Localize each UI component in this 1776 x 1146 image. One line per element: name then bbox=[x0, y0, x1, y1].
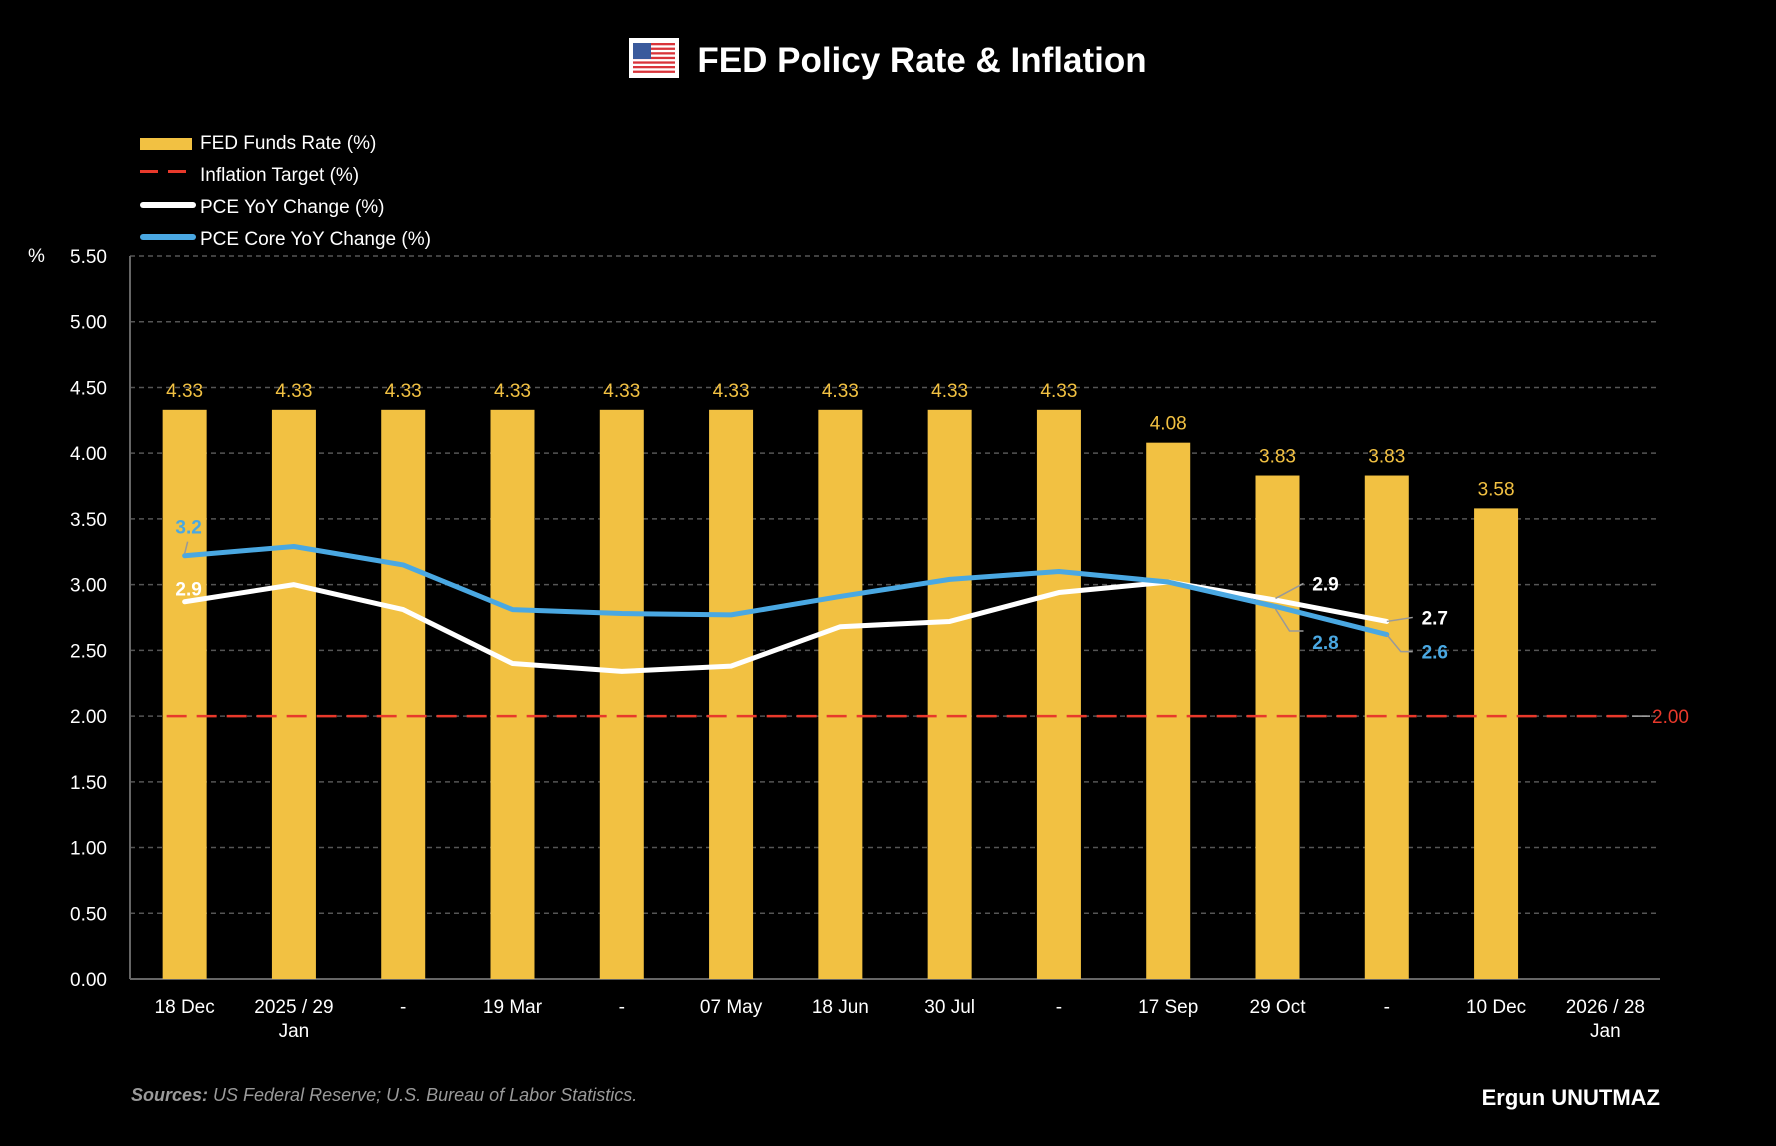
x-tick-label: 18 Dec bbox=[155, 997, 215, 1018]
bar-value-label: 3.83 bbox=[1259, 447, 1296, 468]
y-tick-label: 5.50 bbox=[70, 247, 107, 268]
y-tick-label: 0.00 bbox=[70, 970, 107, 991]
x-tick-label: 17 Sep bbox=[1138, 997, 1198, 1018]
legend-swatch-dashed-line bbox=[140, 170, 196, 182]
x-tick-label: 18 Jun bbox=[812, 997, 869, 1018]
bar-fed-funds-rate bbox=[709, 409, 754, 979]
y-tick-label: 4.00 bbox=[70, 444, 107, 465]
x-tick-label: - bbox=[619, 997, 625, 1018]
bar-value-label: 3.58 bbox=[1478, 479, 1515, 500]
y-tick-label: 2.50 bbox=[70, 641, 107, 662]
legend-label: Inflation Target (%) bbox=[200, 165, 360, 186]
x-tick-label: Jan bbox=[279, 1021, 310, 1042]
bar-value-label: 4.08 bbox=[1150, 414, 1187, 435]
x-tick-label: 19 Mar bbox=[483, 997, 543, 1018]
data-annotation: 2.9 bbox=[1312, 574, 1338, 595]
pce-core-line bbox=[182, 544, 1390, 638]
x-tick-label: - bbox=[1056, 997, 1062, 1018]
bar-fed-funds-rate bbox=[1364, 475, 1409, 979]
sources-note: Sources: US Federal Reserve; U.S. Bureau… bbox=[131, 1085, 637, 1106]
sources-label: Sources: bbox=[131, 1085, 209, 1105]
x-tick-label: - bbox=[1384, 997, 1390, 1018]
annotation-leader bbox=[183, 541, 189, 554]
bar-fed-funds-rate bbox=[271, 409, 316, 979]
bar-value-label: 4.33 bbox=[931, 381, 968, 402]
x-tick-label: 10 Dec bbox=[1466, 997, 1526, 1018]
bar-value-label: 4.33 bbox=[166, 381, 203, 402]
data-annotation: 3.2 bbox=[175, 518, 201, 539]
y-tick-label: 5.00 bbox=[70, 313, 107, 334]
bar-fed-funds-rate bbox=[1255, 475, 1300, 979]
x-tick-label: 29 Oct bbox=[1250, 997, 1307, 1018]
bar-value-label: 4.33 bbox=[385, 381, 422, 402]
x-tick-label: 2025 / 29 bbox=[254, 997, 333, 1018]
y-tick-label: 0.50 bbox=[70, 904, 107, 925]
bar-value-label: 3.83 bbox=[1368, 447, 1405, 468]
annotation-leader bbox=[1275, 582, 1304, 600]
legend-item-pce: PCE YoY Change (%) bbox=[140, 192, 431, 224]
legend-label: PCE YoY Change (%) bbox=[200, 197, 385, 218]
y-axis-unit-label: % bbox=[28, 246, 45, 267]
legend-item-pce-core: PCE Core YoY Change (%) bbox=[140, 224, 431, 256]
bar-value-label: 4.33 bbox=[603, 381, 640, 402]
data-annotation: 2.8 bbox=[1312, 633, 1338, 654]
data-annotation: 2.6 bbox=[1422, 643, 1448, 664]
x-tick-label: 30 Jul bbox=[924, 997, 975, 1018]
pce-line bbox=[182, 579, 1390, 674]
bar-value-label: 4.33 bbox=[494, 381, 531, 402]
y-tick-label: 1.50 bbox=[70, 773, 107, 794]
legend-item-fed-funds-rate: FED Funds Rate (%) bbox=[140, 128, 431, 160]
bar-fed-funds-rate bbox=[927, 409, 972, 979]
bar-fed-funds-rate bbox=[381, 409, 426, 979]
y-tick-label: 3.50 bbox=[70, 510, 107, 531]
bar-fed-funds-rate bbox=[1036, 409, 1081, 979]
annotation-leader bbox=[1386, 616, 1413, 623]
us-flag-icon bbox=[629, 38, 680, 87]
bar-fed-funds-rate bbox=[599, 409, 644, 979]
legend-swatch-blue-line bbox=[140, 234, 196, 246]
bar-fed-funds-rate bbox=[162, 409, 207, 979]
legend-swatch-white-line bbox=[140, 202, 196, 214]
data-annotation: 2.7 bbox=[1422, 608, 1448, 629]
y-tick-label: 1.00 bbox=[70, 839, 107, 860]
x-tick-label: - bbox=[400, 997, 406, 1018]
legend-swatch-bar bbox=[140, 138, 196, 150]
chart-title: FED Policy Rate & Inflation bbox=[0, 38, 1776, 87]
x-tick-label: 07 May bbox=[700, 997, 763, 1018]
bar-fed-funds-rate bbox=[1146, 442, 1191, 979]
x-tick-label: Jan bbox=[1590, 1021, 1621, 1042]
legend-item-inflation-target: Inflation Target (%) bbox=[140, 160, 431, 192]
legend-label: PCE Core YoY Change (%) bbox=[200, 229, 431, 250]
x-tick-label: 2026 / 28 bbox=[1566, 997, 1645, 1018]
data-annotation: 2.9 bbox=[175, 580, 201, 601]
annotation-leader bbox=[1386, 634, 1413, 653]
y-tick-label: 4.50 bbox=[70, 378, 107, 399]
annotation-leader bbox=[1274, 608, 1304, 632]
inflation-target-label: 2.00 bbox=[1652, 707, 1689, 728]
bar-value-label: 4.33 bbox=[713, 381, 750, 402]
bar-fed-funds-rate bbox=[818, 409, 863, 979]
author-credit: Ergun UNUTMAZ bbox=[1481, 1085, 1660, 1110]
chart-legend: FED Funds Rate (%) Inflation Target (%) … bbox=[140, 128, 431, 256]
legend-label: FED Funds Rate (%) bbox=[200, 133, 377, 154]
bar-value-label: 4.33 bbox=[275, 381, 312, 402]
bar-fed-funds-rate bbox=[490, 409, 535, 979]
sources-text: US Federal Reserve; U.S. Bureau of Labor… bbox=[208, 1085, 638, 1105]
bar-value-label: 4.33 bbox=[822, 381, 859, 402]
chart-title-text: FED Policy Rate & Inflation bbox=[697, 41, 1147, 80]
bar-value-label: 4.33 bbox=[1040, 381, 1077, 402]
y-tick-label: 2.00 bbox=[70, 707, 107, 728]
bar-fed-funds-rate bbox=[1474, 508, 1519, 979]
y-tick-label: 3.00 bbox=[70, 576, 107, 597]
